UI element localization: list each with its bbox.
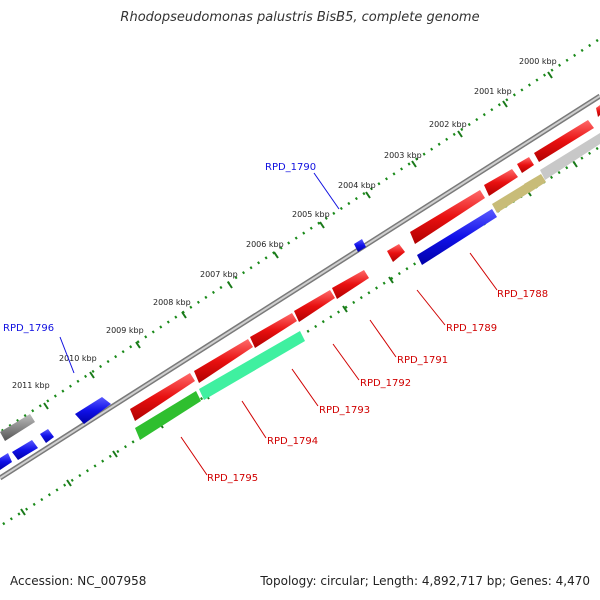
label-rpd-1794[interactable]: RPD_1794 (267, 436, 318, 447)
gene-rpd-1794-red[interactable] (194, 339, 253, 383)
gene-small-red-a[interactable] (517, 157, 534, 173)
genome-summary-text: Topology: circular; Length: 4,892,717 bp… (260, 574, 590, 588)
tick-label-2000: 2000 kbp (519, 57, 557, 66)
forward-strand-genes (130, 105, 600, 421)
scale-labels: 2000 kbp 2001 kbp 2002 kbp 2003 kbp 2004… (12, 57, 557, 390)
map-title: Rhodopseudomonas palustris BisB5, comple… (120, 10, 480, 25)
tick-label-2003: 2003 kbp (384, 151, 422, 160)
rna-features (0, 133, 600, 441)
tick-label-2010: 2010 kbp (59, 354, 97, 363)
outer-major-ticks (43, 71, 553, 410)
tick-label-2009: 2009 kbp (106, 326, 144, 335)
gene-rpd-1788-red[interactable] (484, 169, 518, 196)
feature-gray-long[interactable] (540, 133, 600, 180)
tick-label-2004: 2004 kbp (338, 181, 376, 190)
label-rpd-1789[interactable]: RPD_1789 (446, 323, 497, 334)
reverse-strand-genes (0, 209, 497, 470)
gene-long-red-top[interactable] (534, 120, 594, 162)
tick-label-2001: 2001 kbp (474, 87, 512, 96)
tick-label-2011: 2011 kbp (12, 381, 50, 390)
gene-rpd-1795-red[interactable] (130, 373, 195, 421)
gene-rpd-1789-red[interactable] (410, 190, 485, 244)
genome-backbone (0, 93, 600, 481)
feature-green-rna[interactable] (135, 391, 201, 440)
gene-blue-left-b[interactable] (12, 440, 38, 460)
label-rpd-1790[interactable]: RPD_1790 (265, 162, 316, 173)
tick-label-2002: 2002 kbp (429, 120, 467, 129)
gene-blue-left-c[interactable] (0, 453, 12, 470)
gene-labels: RPD_1790 RPD_1796 RPD_1788 RPD_1789 RPD_… (3, 162, 548, 484)
label-rpd-1792[interactable]: RPD_1792 (360, 378, 411, 389)
gene-rpd-1793-red[interactable] (250, 313, 297, 348)
feature-khaki[interactable] (492, 182, 533, 213)
label-rpd-1793[interactable]: RPD_1793 (319, 405, 370, 416)
gene-rpd-1792-red[interactable] (294, 290, 335, 322)
tick-label-2006: 2006 kbp (246, 240, 284, 249)
gene-edge-red[interactable] (596, 105, 600, 117)
gene-blue-left-a[interactable] (40, 429, 54, 443)
feature-khaki-small[interactable] (524, 174, 546, 193)
gene-rpd-1790-blue[interactable] (354, 239, 366, 252)
tick-label-2005: 2005 kbp (292, 210, 330, 219)
gene-rpd-1790-small-red[interactable] (387, 244, 405, 262)
label-rpd-1796[interactable]: RPD_1796 (3, 323, 54, 334)
gene-rpd-1796-blue[interactable] (75, 397, 111, 424)
accession-text: Accession: NC_007958 (10, 574, 147, 588)
feature-teal-rna[interactable] (199, 331, 305, 400)
tick-label-2007: 2007 kbp (200, 270, 238, 279)
label-rpd-1795[interactable]: RPD_1795 (207, 473, 258, 484)
label-rpd-1791[interactable]: RPD_1791 (397, 355, 448, 366)
tick-label-2008: 2008 kbp (153, 298, 191, 307)
label-leaders (59, 172, 498, 476)
label-rpd-1788[interactable]: RPD_1788 (497, 289, 548, 300)
feature-gray-left[interactable] (0, 414, 35, 441)
gene-rpd-1788-blue[interactable] (417, 209, 497, 265)
gene-rpd-1791-red[interactable] (332, 270, 369, 299)
